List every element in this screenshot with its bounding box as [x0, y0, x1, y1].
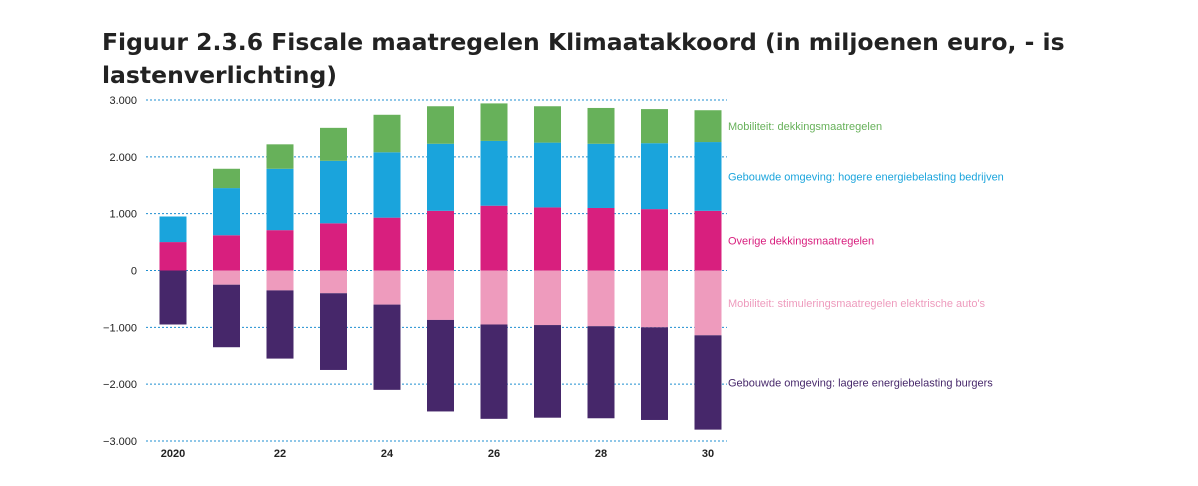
bar-segment [213, 188, 240, 236]
bar-segment [266, 270, 294, 291]
bar-segment [373, 152, 401, 218]
y-tick-label: −2.000 [103, 379, 137, 391]
legend-label: Mobiliteit: stimuleringsmaatregelen elek… [728, 298, 986, 310]
bar-segment [587, 326, 615, 419]
bar-segment [320, 270, 347, 294]
bar-segment [641, 109, 668, 144]
grid-lines [146, 99, 727, 442]
bar-segment [213, 168, 240, 189]
bar-segment [320, 223, 347, 271]
bar-segment [159, 270, 187, 325]
y-tick-label: 1.000 [109, 209, 137, 221]
bars [159, 103, 722, 430]
x-tick-label: 30 [702, 448, 714, 460]
y-tick-label: 3.000 [109, 95, 137, 107]
x-axis-tick-labels: 2020 22 24 26 28 30 [161, 448, 714, 460]
bar-segment [427, 143, 454, 211]
bar-segment [480, 324, 508, 419]
bar-segment [213, 270, 240, 285]
x-tick-label: 22 [274, 448, 286, 460]
x-tick-label: 28 [595, 448, 607, 460]
bar-segment [427, 210, 454, 271]
x-tick-label: 24 [381, 448, 394, 460]
bar-segment [427, 270, 454, 320]
chart-title: Figuur 2.3.6 Fiscale maatregelen Klimaat… [102, 28, 1065, 89]
bar-segment [213, 284, 240, 348]
bar-segment [480, 140, 508, 206]
x-tick-label: 2020 [161, 448, 185, 460]
bar-segment [694, 142, 722, 211]
bar-segment [534, 270, 561, 326]
bar-segment [587, 143, 615, 208]
bar-segment [694, 270, 722, 336]
bar-segment [320, 127, 347, 161]
bar-segment [480, 103, 508, 141]
bar-segment [159, 216, 187, 243]
bar-segment [373, 270, 401, 305]
y-tick-label: 2.000 [109, 152, 137, 164]
bar-segment [641, 143, 668, 210]
bar-segment [534, 325, 561, 418]
legend-label: Gebouwde omgeving: lagere energiebelasti… [728, 377, 993, 389]
y-tick-label: 0 [131, 266, 137, 278]
bar-segment [534, 142, 561, 208]
y-tick-label: −3.000 [103, 436, 137, 448]
bar-segment [427, 319, 454, 412]
bar-segment [641, 327, 668, 420]
bar-segment [587, 270, 615, 327]
bar-segment [373, 217, 401, 271]
bar-segment [480, 205, 508, 271]
y-tick-label: −1.000 [103, 322, 137, 334]
bar-segment [641, 209, 668, 271]
bar-segment [266, 290, 294, 359]
bar-segment [694, 335, 722, 430]
bar-segment [641, 270, 668, 328]
bar-segment [480, 270, 508, 325]
bar-segment [266, 168, 294, 231]
legend-label: Mobiliteit: dekkingsmaatregelen [728, 121, 882, 133]
bar-segment [213, 235, 240, 271]
y-axis-tick-labels: 3.000 2.000 1.000 0 −1.000 −2.000 −3.000 [103, 95, 137, 448]
bar-segment [534, 207, 561, 271]
bar-segment [373, 304, 401, 390]
bar-segment [587, 107, 615, 144]
legend-label: Gebouwde omgeving: hogere energiebelasti… [728, 171, 1004, 183]
legend: Overige dekkingsmaatregelen Gebouwde omge… [728, 121, 1004, 389]
bar-segment [694, 210, 722, 271]
bar-segment [694, 110, 722, 143]
legend-label: Overige dekkingsmaatregelen [728, 236, 874, 248]
x-tick-label: 26 [488, 448, 500, 460]
bar-segment [320, 160, 347, 224]
bar-segment [159, 242, 187, 271]
bar-segment [534, 106, 561, 143]
bar-segment [266, 144, 294, 169]
bar-segment [266, 230, 294, 271]
bar-segment [587, 207, 615, 271]
bar-segment [373, 114, 401, 153]
bar-segment [427, 106, 454, 144]
bar-segment [320, 293, 347, 370]
